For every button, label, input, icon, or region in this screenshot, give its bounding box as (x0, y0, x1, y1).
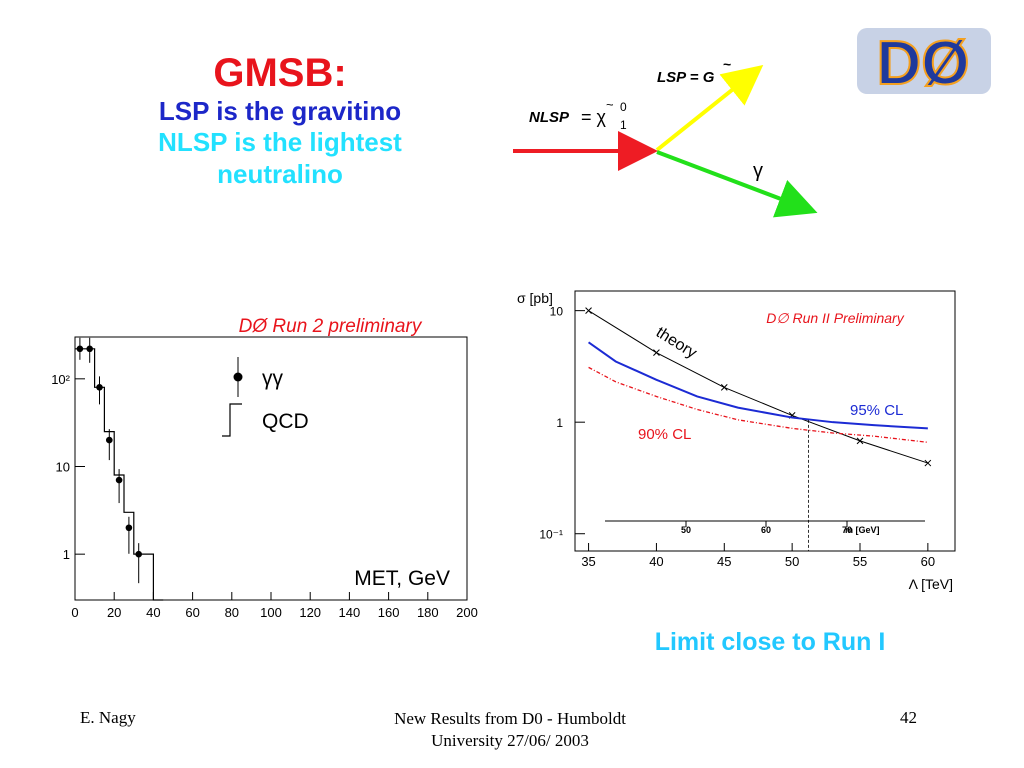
nlsp-superscript: 0 (620, 100, 627, 114)
title-block: GMSB: LSP is the gravitino NLSP is the l… (60, 50, 500, 190)
met-xtick-label: 200 (456, 605, 478, 620)
limit-top-axis-label: m [GeV] (845, 525, 880, 535)
met-xtick-label: 60 (185, 605, 199, 620)
cl95-label: 95% CL (850, 402, 903, 419)
legend-qcd-label: QCD (262, 410, 309, 433)
gamma-arrow (656, 150, 818, 218)
footer-center: New Results from D0 - Humboldt Universit… (330, 708, 690, 752)
nlsp-label: NLSP (529, 109, 570, 126)
limit-frame (574, 290, 956, 552)
limit-title: D∅ Run II Preliminary (766, 310, 904, 326)
gg-data-point (106, 436, 113, 444)
lsp-label: LSP = G (657, 69, 715, 86)
legend-gg-label: γγ (262, 367, 284, 390)
d0-logo: DØ (857, 28, 991, 99)
gg-data-point (125, 524, 133, 532)
title-line-neutralino: neutralino (217, 159, 343, 189)
footer-center-line1: New Results from D0 - Humboldt (394, 709, 626, 728)
theory-marker (585, 307, 592, 314)
gg-data-point (135, 550, 142, 558)
met-xlabel: MET, GeV (354, 567, 450, 590)
neutralino-tilde: ~ (606, 97, 614, 112)
limit-ytick-label: 10 (550, 305, 564, 319)
theory-label: theory (653, 324, 700, 362)
top-tick-label: 70 (842, 525, 852, 535)
decay-diagram: LSP = G ~ NLSP = χ ~ 0 1 γ (513, 56, 818, 218)
limit-xtick-label: 35 (581, 554, 595, 569)
limit-conclusion: Limit close to Run I (654, 628, 886, 656)
gg-data-point (96, 384, 103, 391)
cl90-label: 90% CL (638, 426, 691, 443)
gamma-label: γ (753, 160, 763, 182)
slide-title: GMSB: (213, 51, 347, 95)
top-tick-label: 50 (681, 525, 691, 535)
logo-text: DØ (877, 29, 970, 98)
title-line-lsp: LSP is the gravitino (158, 96, 402, 126)
met-ytick-label: 10² (51, 372, 70, 387)
footer-author: E. Nagy (80, 708, 136, 727)
gg-data-point (76, 345, 84, 353)
limit-ylabel: σ [pb] (517, 290, 553, 306)
gg-data-point (86, 345, 93, 353)
limit-ytick-label: 1 (556, 416, 563, 430)
legend-qcd-line (222, 403, 242, 437)
met-ytick-label: 10 (56, 459, 70, 474)
met-title: DØ Run 2 preliminary (239, 316, 423, 337)
legend-gg-marker (233, 372, 243, 382)
met-distribution-plot: DØ Run 2 preliminary MET, GeV 0 20 40 60 80 1… (51, 316, 478, 620)
met-ytick-label: 1 (63, 547, 70, 562)
limit-xtick-label: 50 (785, 554, 799, 569)
met-xtick-label: 180 (417, 605, 439, 620)
limit-series-line (588, 366, 928, 443)
limit-series-line (587, 341, 928, 430)
met-xtick-label: 100 (260, 605, 282, 620)
footer-page-number: 42 (900, 708, 917, 727)
cross-section-limit-plot: 35 40 45 50 55 60 10 1 10⁻¹ 50 60 70 m [GeV] σ [p… (517, 290, 956, 592)
limit-series-line (588, 310, 929, 464)
title-line-nlsp: NLSP is the lightest (158, 127, 402, 157)
theory-marker (653, 349, 660, 357)
lsp-arrow (655, 65, 764, 152)
gravitino-tilde: ~ (723, 56, 731, 72)
met-xtick-label: 0 (71, 605, 78, 620)
met-xtick-label: 20 (107, 605, 121, 620)
top-tick-label: 60 (761, 525, 771, 535)
nlsp-equation: = χ (581, 107, 607, 127)
theory-marker (856, 437, 864, 445)
limit-ytick-label: 10⁻¹ (539, 528, 563, 542)
met-xtick-label: 120 (299, 605, 321, 620)
limit-xlabel: Λ [TeV] (909, 576, 953, 592)
theory-marker (720, 384, 728, 391)
limit-xtick-label: 55 (853, 554, 867, 569)
limit-xtick-label: 40 (649, 554, 663, 569)
met-xtick-label: 40 (146, 605, 160, 620)
gg-data-point (115, 476, 123, 484)
limit-xtick-label: 60 (921, 554, 935, 569)
limit-xtick-label: 45 (717, 554, 731, 569)
met-xtick-label: 160 (378, 605, 400, 620)
theory-marker (924, 459, 932, 467)
met-xtick-label: 140 (339, 605, 361, 620)
footer-center-line2: University 27/06/ 2003 (431, 731, 589, 750)
nlsp-subscript: 1 (620, 118, 627, 132)
met-xtick-label: 80 (225, 605, 239, 620)
